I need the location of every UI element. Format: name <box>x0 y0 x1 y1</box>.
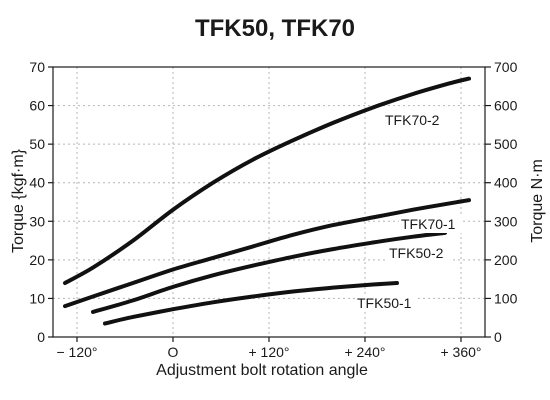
axis-ticks: − 120° O + 120° + 240° + 360° 0 10 20 30 40 50 60 70… <box>29 59 517 360</box>
series-labels: TFK70-2 TFK70-1 TFK50-2 TFK50-1 <box>355 110 462 313</box>
x-tick-label: − 120° <box>56 344 97 360</box>
y-tick-label: 50 <box>29 136 45 152</box>
x-tick-label: + 120° <box>248 344 289 360</box>
series-line-tfk70-2 <box>63 76 471 285</box>
data-series <box>63 76 471 326</box>
series-label-tfk70-1: TFK70-1 <box>401 216 456 232</box>
x-tick-label: + 240° <box>344 344 385 360</box>
y-tick-label: 40 <box>29 175 45 191</box>
y-right-tick-label: 200 <box>494 252 518 268</box>
y-tick-label: 70 <box>29 59 45 75</box>
series-label-tfk70-2: TFK70-2 <box>385 112 440 128</box>
x-axis-label: Adjustment bolt rotation angle <box>156 362 368 379</box>
series-label-tfk50-1: TFK50-1 <box>357 295 412 311</box>
y-axis-label-right: Torque N·m <box>529 159 546 243</box>
series-line-tfk50-1 <box>103 281 399 326</box>
series-line-tfk50-2 <box>91 230 447 314</box>
y-tick-label: 20 <box>29 252 45 268</box>
y-tick-label: 0 <box>37 329 45 345</box>
y-right-tick-label: 300 <box>494 213 518 229</box>
y-tick-label: 10 <box>29 290 45 306</box>
series-label-bg-tfk70-2 <box>383 110 446 129</box>
grid-lines <box>53 67 485 337</box>
y-axis-label: Torque {kgf·m} <box>10 148 27 253</box>
series-label-tfk50-2: TFK50-2 <box>389 245 444 261</box>
y-right-tick-label: 100 <box>494 290 518 306</box>
y-tick-label: 30 <box>29 213 45 229</box>
series-label-bg-tfk70-1 <box>399 215 462 233</box>
y-tick-label: 60 <box>29 98 45 114</box>
y-right-tick-label: 500 <box>494 136 518 152</box>
series-label-bg-tfk50-1 <box>355 294 418 313</box>
y-right-tick-label: 600 <box>494 98 518 114</box>
x-tick-label: O <box>168 344 179 360</box>
series-line-tfk70-1 <box>63 198 471 309</box>
x-tick-label: + 360° <box>440 344 481 360</box>
chart-title: TFK50, TFK70 <box>195 15 355 42</box>
y-right-tick-label: 400 <box>494 175 518 191</box>
y-right-tick-label: 0 <box>494 329 502 345</box>
y-right-tick-label: 700 <box>494 59 518 75</box>
series-label-bg-tfk50-2 <box>387 243 450 262</box>
